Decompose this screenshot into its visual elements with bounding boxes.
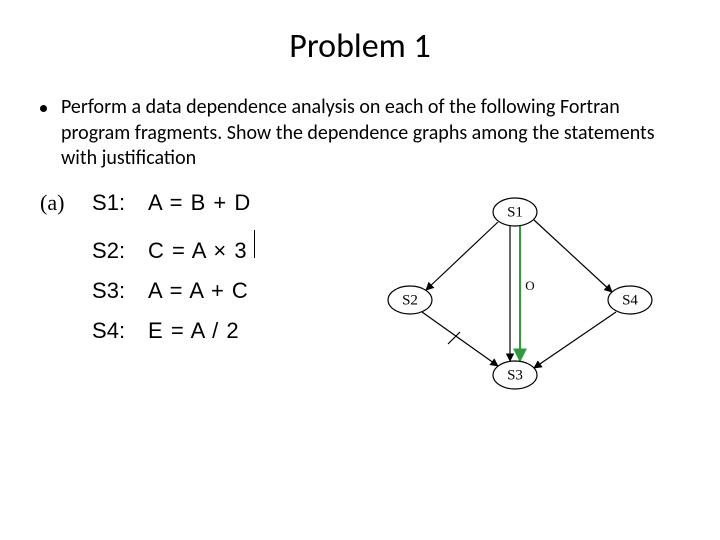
graph-svg: O S1 S2 S4 S3: [350, 190, 680, 410]
graph-node-label: S4: [622, 292, 638, 308]
graph-edge: [534, 312, 616, 368]
statement-label: S4:: [92, 318, 148, 344]
statement-label: S3:: [92, 278, 148, 304]
part-label: (a): [40, 190, 64, 216]
graph-edge: [426, 222, 498, 290]
statements-block: S1:A = B + DS2:C = A × 3S3:A = A + CS4:E…: [92, 190, 255, 358]
bullet-item: Perform a data dependence analysis on ea…: [40, 95, 680, 172]
bullet-text: Perform a data dependence analysis on ea…: [61, 95, 680, 172]
statement-label: S2:: [92, 238, 148, 264]
graph-edge: [534, 220, 612, 292]
page-title: Problem 1: [40, 26, 680, 67]
statement-equation: E = A / 2: [148, 318, 240, 344]
statement-equation: A = A + C: [148, 278, 249, 304]
graph-node-label: S1: [507, 204, 523, 220]
edge-label: O: [525, 278, 534, 293]
bullet-dot-icon: [40, 105, 47, 112]
statement-equation: A = B + D: [148, 190, 251, 216]
code-column: (a) S1:A = B + DS2:C = A × 3S3:A = A + C…: [40, 190, 350, 410]
content-row: (a) S1:A = B + DS2:C = A × 3S3:A = A + C…: [40, 190, 680, 410]
text-cursor-icon: [254, 230, 255, 258]
statement-row: S3:A = A + C: [92, 278, 255, 304]
graph-node-label: S2: [402, 292, 418, 308]
statement-equation: C = A × 3: [148, 238, 248, 264]
statement-label: S1:: [92, 190, 148, 216]
dependence-graph: O S1 S2 S4 S3: [350, 190, 680, 410]
graph-node-label: S3: [507, 367, 523, 383]
graph-edge: [422, 312, 498, 366]
statement-row: S2:C = A × 3: [92, 230, 255, 264]
slide: Problem 1 Perform a data dependence anal…: [0, 0, 720, 540]
statement-row: S4:E = A / 2: [92, 318, 255, 344]
statement-row: S1:A = B + D: [92, 190, 255, 216]
